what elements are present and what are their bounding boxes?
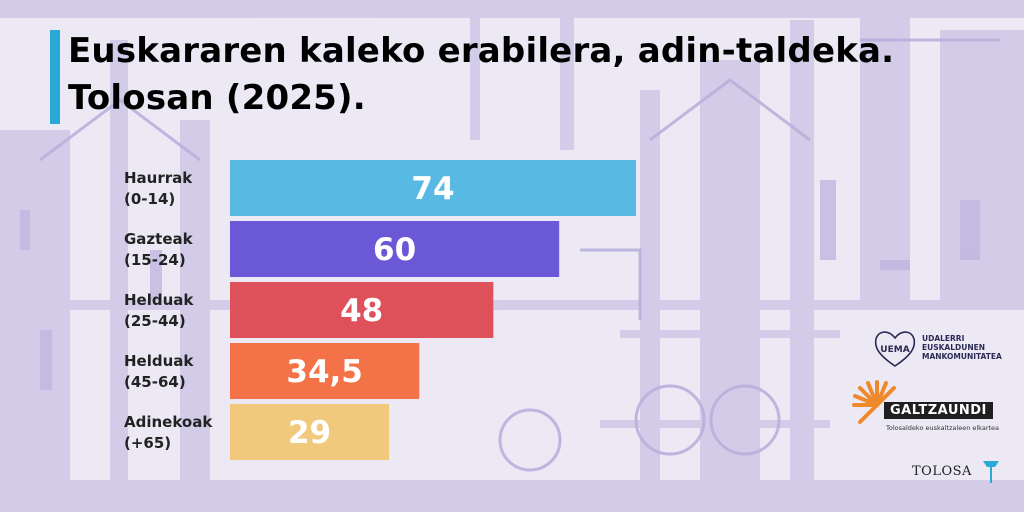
sunburst-icon — [852, 380, 896, 424]
category-label-3: Helduak — [124, 352, 194, 370]
galtzaundi-subtitle: Tolosaldeko euskaltzaleen elkartea — [886, 424, 1000, 432]
category-label-1: Gazteak — [124, 230, 194, 248]
galtzaundi-name: GALTZAUNDI — [884, 402, 993, 419]
bar-4 — [230, 404, 390, 460]
bar-value-label-1: 60 — [373, 232, 416, 268]
title-accent-bar — [50, 30, 60, 124]
uema-line-3: MANKOMUNITATEA — [922, 352, 1002, 361]
chart-title-line-2: Tolosan (2025). — [68, 78, 366, 118]
category-label-4: Adinekoak — [124, 413, 213, 431]
bar-value-label-0: 74 — [411, 171, 454, 207]
bar-2 — [230, 282, 494, 338]
bar-value-label-4: 29 — [288, 415, 331, 451]
bar-0 — [230, 160, 636, 216]
uema-heart-icon: UEMA — [874, 331, 916, 367]
uema-line-1: UDALERRI — [922, 334, 965, 343]
chart-title-line-1: Euskararen kaleko erabilera, adin-taldek… — [68, 31, 895, 71]
tolosa-text: TOLOSA — [912, 464, 972, 479]
tolosa-emblem-icon — [983, 461, 999, 483]
category-label-2: Helduak — [124, 291, 194, 309]
category-range-label-3: (45-64) — [124, 373, 186, 391]
category-range-label-1: (15-24) — [124, 251, 186, 269]
bar-3 — [230, 343, 420, 399]
category-range-label-0: (0-14) — [124, 190, 175, 208]
uema-text: UDALERRI EUSKALDUNEN MANKOMUNITATEA — [922, 334, 1002, 361]
category-range-label-2: (25-44) — [124, 312, 186, 330]
tolosa-logo: TOLOSA — [912, 458, 1012, 486]
galtzaundi-logo: GALTZAUNDI Tolosaldeko euskaltzaleen elk… — [852, 380, 1012, 440]
category-range-label-4: (+65) — [124, 434, 171, 452]
uema-line-2: EUSKALDUNEN — [922, 343, 986, 352]
bar-value-label-2: 48 — [340, 293, 383, 329]
chart-title: Euskararen kaleko erabilera, adin-taldek… — [68, 28, 988, 122]
category-label-0: Haurrak — [124, 169, 193, 187]
uema-mark-text: UEMA — [880, 345, 909, 355]
uema-logo: UEMA UDALERRI EUSKALDUNEN MANKOMUNITATEA — [872, 326, 1012, 370]
bar-1 — [230, 221, 560, 277]
bar-value-label-3: 34,5 — [286, 354, 363, 390]
